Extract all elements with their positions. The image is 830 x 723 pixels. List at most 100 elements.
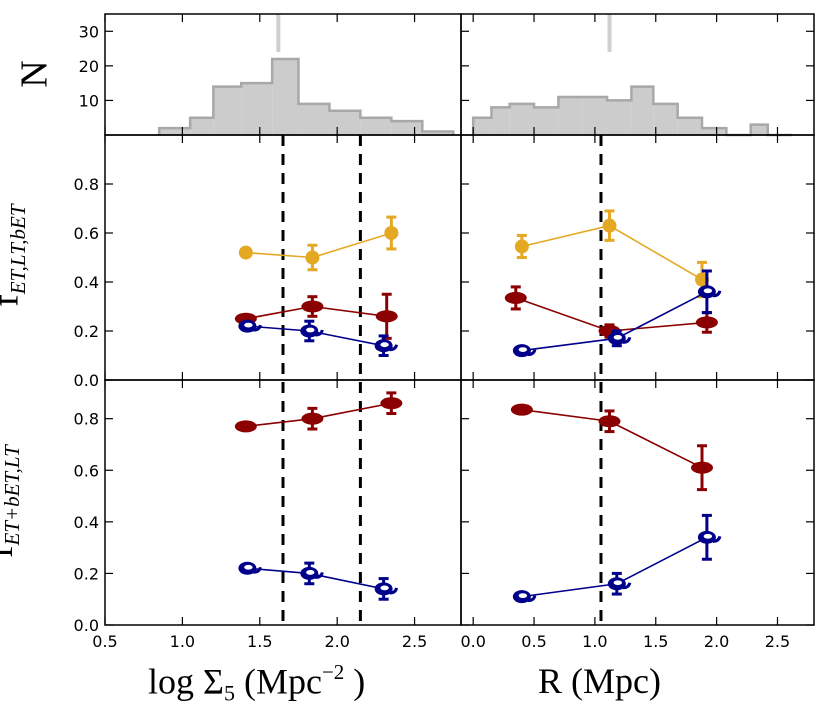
x-label-left-unit-pre: (Mpc xyxy=(234,661,322,702)
series-ET xyxy=(514,209,710,299)
x-tick-label-right: 2.5 xyxy=(765,632,790,651)
hist-bar xyxy=(473,117,492,135)
spiral-arm xyxy=(527,595,537,603)
spiral-arm xyxy=(622,336,632,344)
series-LT xyxy=(512,269,722,358)
hist-bar xyxy=(391,121,423,135)
point-circle xyxy=(238,245,253,260)
point-spiral xyxy=(607,577,632,591)
spiral-hole xyxy=(306,327,315,333)
point-spiral xyxy=(607,331,632,345)
point-spiral xyxy=(697,530,722,544)
series-LT xyxy=(238,319,399,357)
hist-bar xyxy=(750,124,768,135)
bottom-y-tick-label: 0.0 xyxy=(74,616,99,635)
y-label-bottom-sub: ET+bET,LT xyxy=(0,445,25,546)
x-tick-label-left: 1.5 xyxy=(247,632,272,651)
panel-frame-bottom-right xyxy=(460,379,815,626)
x-label-right-text: R (Mpc) xyxy=(538,661,661,701)
spiral-hole xyxy=(380,585,389,591)
point-circle xyxy=(514,239,529,254)
point-ellipse xyxy=(691,461,714,474)
point-ellipse xyxy=(510,403,533,416)
point-circle xyxy=(384,226,399,240)
spiral-arm xyxy=(253,324,262,332)
x-label-left: log Σ5 (Mpc−2 ) xyxy=(148,660,365,706)
bottom-panel-right xyxy=(510,403,722,604)
series-ET+bET xyxy=(510,403,714,492)
point-ellipse xyxy=(380,397,403,410)
middle-y-tick-label: 0.4 xyxy=(74,273,99,292)
point-ellipse xyxy=(504,291,527,304)
spiral-arm xyxy=(389,344,399,352)
point-spiral xyxy=(300,566,324,580)
spiral-arm xyxy=(315,329,324,337)
x-label-left-sup: −2 xyxy=(321,660,345,684)
spiral-hole xyxy=(518,347,528,352)
x-tick-label-left: 1.0 xyxy=(170,632,195,651)
bottom-y-tick-label: 0.6 xyxy=(74,461,99,480)
spiral-arm xyxy=(622,582,632,590)
middle-y-tick-label: 0.0 xyxy=(74,371,99,390)
spiral-arm xyxy=(389,587,399,595)
spiral-arm xyxy=(712,535,722,543)
point-ellipse xyxy=(301,300,324,313)
series-line xyxy=(245,232,392,259)
x-tick-label-right: 0.5 xyxy=(521,632,546,651)
x-label-left-main: log Σ xyxy=(148,661,224,702)
middle-y-tick-label: 0.2 xyxy=(74,322,99,341)
x-label-left-sub: 5 xyxy=(223,680,235,706)
x-tick-label-left: 2.0 xyxy=(324,632,349,651)
histogram-right xyxy=(471,14,793,137)
spiral-arm xyxy=(712,290,722,298)
spiral-arm xyxy=(527,349,537,357)
bottom-y-tick-label: 0.2 xyxy=(74,564,99,583)
hist-bar xyxy=(422,131,454,135)
hist-bar xyxy=(631,86,654,135)
series-bET xyxy=(234,292,398,340)
point-spiral xyxy=(512,590,537,604)
series-LT xyxy=(512,513,722,604)
hist-bar xyxy=(653,103,678,135)
hist-bar xyxy=(272,58,299,135)
x-tick-label-right: 0.0 xyxy=(460,632,485,651)
y-label-middle: fET,LT,bET xyxy=(0,204,31,307)
series-ET+bET xyxy=(234,391,403,433)
y-label-histogram: N xyxy=(13,60,57,87)
point-circle xyxy=(602,218,617,233)
panel-frame-middle-right xyxy=(460,134,815,381)
bottom-panel-left xyxy=(234,391,403,601)
hist-bar xyxy=(298,103,330,135)
hist-bar xyxy=(702,128,727,135)
bottom-y-tick-label: 0.4 xyxy=(74,513,99,532)
hist-bar xyxy=(329,110,361,135)
series-ET xyxy=(238,215,399,272)
spiral-hole xyxy=(518,593,528,599)
middle-panel-left xyxy=(234,215,399,357)
hist-y-tick-label: 10 xyxy=(79,91,99,110)
spiral-hole xyxy=(380,342,389,348)
y-label-bottom-main: f xyxy=(0,546,21,559)
hist-bar xyxy=(534,107,559,135)
x-label-left-unit-post: ) xyxy=(344,661,366,702)
spiral-hole xyxy=(613,334,623,340)
hist-bar xyxy=(677,117,703,135)
spiral-hole xyxy=(703,533,713,539)
histogram-left xyxy=(157,14,455,135)
hist-y-tick-label: 30 xyxy=(79,22,99,41)
y-label-middle-main: f xyxy=(0,294,27,307)
point-spiral xyxy=(697,285,722,299)
point-spiral xyxy=(512,344,537,358)
x-tick-label-left: 2.5 xyxy=(402,632,427,651)
middle-y-tick-label: 0.6 xyxy=(74,224,99,243)
hist-bar xyxy=(491,107,510,135)
y-label-middle-sub: ET,LT,bET xyxy=(5,204,30,295)
point-spiral xyxy=(300,324,324,338)
spiral-arm xyxy=(253,566,262,574)
spiral-hole xyxy=(306,570,315,575)
y-label-histogram-text: N xyxy=(13,60,56,88)
hist-outline xyxy=(157,57,455,135)
point-ellipse xyxy=(598,415,621,428)
bottom-y-tick-label: 0.8 xyxy=(74,410,99,429)
y-label-bottom: fET+bET,LT xyxy=(0,445,25,558)
